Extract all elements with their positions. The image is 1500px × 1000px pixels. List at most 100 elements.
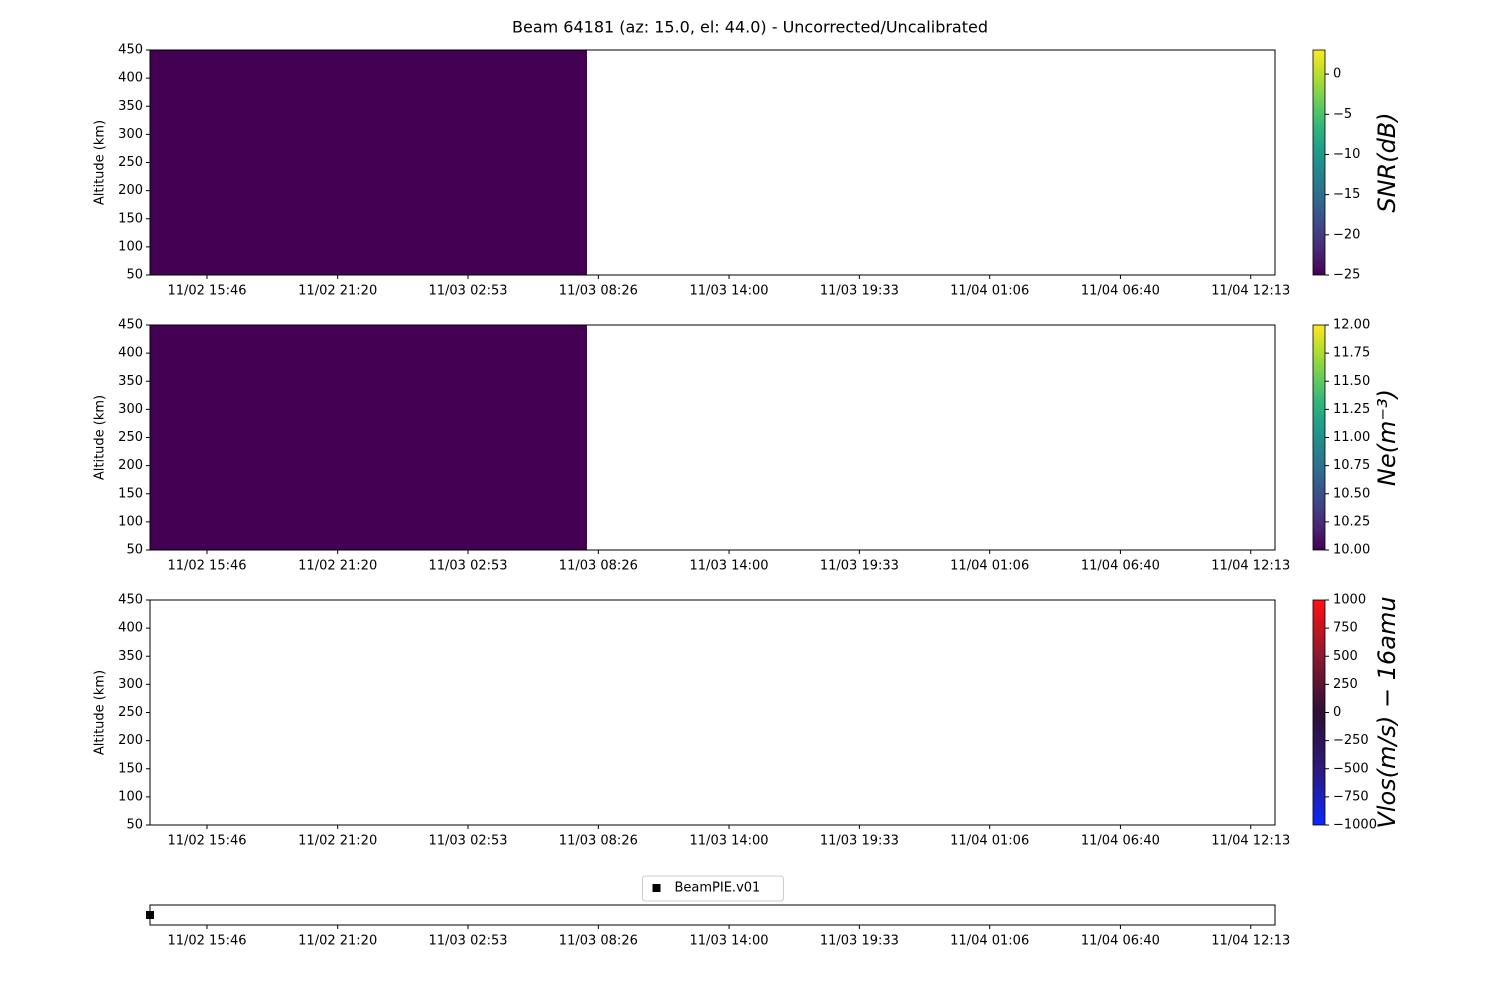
- x-tick-label: 11/03 14:00: [690, 834, 769, 849]
- y-tick-label: 350: [118, 374, 143, 389]
- y-tick-label: 150: [118, 211, 143, 226]
- x-tick-label: 11/04 01:06: [950, 284, 1029, 299]
- y-tick-label: 400: [118, 71, 143, 86]
- axes-frame: [149, 324, 1276, 551]
- heatmap-cell: [150, 325, 587, 550]
- x-tick-label: 11/03 08:26: [559, 834, 638, 849]
- x-tick-label: 11/03 08:26: [559, 559, 638, 574]
- colorbar-tick-label: −750: [1333, 789, 1369, 804]
- colorbar-tick-label: 11.00: [1333, 430, 1370, 445]
- y-tick-label: 450: [118, 318, 143, 333]
- y-tick-label: 100: [118, 789, 143, 804]
- y-axis-label: Altitude (km): [93, 670, 108, 755]
- y-tick-label: 300: [118, 677, 143, 692]
- colorbar-tick-label: 750: [1333, 621, 1358, 636]
- colorbar-tick-label: 12.00: [1333, 318, 1370, 333]
- y-axis-label: Altitude (km): [93, 120, 108, 205]
- axes-frame: [149, 599, 1276, 826]
- x-tick-label: 11/04 06:40: [1081, 284, 1160, 299]
- colorbar-tick-label: 10.25: [1333, 514, 1370, 529]
- colorbar-tick-label: 10.50: [1333, 486, 1370, 501]
- figure-title: Beam 64181 (az: 15.0, el: 44.0) - Uncorr…: [512, 18, 988, 37]
- colorbar: [1312, 599, 1326, 826]
- x-tick-label: 11/02 15:46: [167, 284, 246, 299]
- x-tick-label: 11/02 21:20: [298, 284, 377, 299]
- x-tick-label: 11/03 08:26: [559, 284, 638, 299]
- x-tick-label: 11/04 01:06: [950, 834, 1029, 849]
- y-tick-label: 250: [118, 705, 143, 720]
- y-tick-label: 100: [118, 239, 143, 254]
- y-tick-label: 400: [118, 621, 143, 636]
- x-tick-label: 11/02 21:20: [298, 834, 377, 849]
- colorbar-tick-label: 11.25: [1333, 402, 1370, 417]
- legend-label: BeamPIE.v01: [675, 881, 761, 896]
- colorbar: [1312, 324, 1326, 551]
- colorbar-tick-label: −5: [1333, 107, 1352, 122]
- colorbar-tick-label: 1000: [1333, 593, 1366, 608]
- x-tick-label: 11/04 06:40: [1081, 559, 1160, 574]
- colorbar-tick-label: 11.50: [1333, 374, 1370, 389]
- x-tick-label: 11/03 19:33: [820, 559, 899, 574]
- x-tick-label: 11/02 15:46: [167, 934, 246, 949]
- colorbar-tick-label: 0: [1333, 705, 1341, 720]
- legend-box: [642, 875, 784, 902]
- x-tick-label: 11/03 14:00: [690, 559, 769, 574]
- x-tick-label: 11/04 01:06: [950, 559, 1029, 574]
- x-tick-label: 11/02 21:20: [298, 934, 377, 949]
- x-tick-label: 11/03 19:33: [820, 284, 899, 299]
- colorbar-tick-label: 250: [1333, 677, 1358, 692]
- colorbar-tick-label: −25: [1333, 268, 1360, 283]
- colorbar-tick-label: 10.75: [1333, 458, 1370, 473]
- y-tick-label: 50: [126, 818, 143, 833]
- colorbar-tick-label: −20: [1333, 227, 1360, 242]
- colorbar-tick-label: 500: [1333, 649, 1358, 664]
- y-tick-label: 50: [126, 268, 143, 283]
- colorbar-tick-label: −500: [1333, 761, 1369, 776]
- x-tick-label: 11/03 02:53: [428, 559, 507, 574]
- y-tick-label: 350: [118, 649, 143, 664]
- x-tick-label: 11/04 12:13: [1211, 559, 1290, 574]
- y-tick-label: 300: [118, 127, 143, 142]
- y-tick-label: 100: [118, 514, 143, 529]
- x-tick-label: 11/03 08:26: [559, 934, 638, 949]
- y-tick-label: 400: [118, 346, 143, 361]
- y-tick-label: 250: [118, 155, 143, 170]
- y-tick-label: 150: [118, 761, 143, 776]
- y-tick-label: 50: [126, 543, 143, 558]
- colorbar-tick-label: 11.75: [1333, 346, 1370, 361]
- x-tick-label: 11/04 12:13: [1211, 934, 1290, 949]
- x-tick-label: 11/03 02:53: [428, 284, 507, 299]
- colorbar-tick-label: −250: [1333, 733, 1369, 748]
- x-tick-label: 11/04 12:13: [1211, 834, 1290, 849]
- colorbar: [1312, 49, 1326, 276]
- x-tick-label: 11/02 15:46: [167, 834, 246, 849]
- x-tick-label: 11/03 14:00: [690, 284, 769, 299]
- y-tick-label: 350: [118, 99, 143, 114]
- x-tick-label: 11/04 12:13: [1211, 284, 1290, 299]
- y-tick-label: 250: [118, 430, 143, 445]
- x-tick-label: 11/04 01:06: [950, 934, 1029, 949]
- x-tick-label: 11/03 19:33: [820, 934, 899, 949]
- x-tick-label: 11/04 06:40: [1081, 934, 1160, 949]
- y-axis-label: Altitude (km): [93, 395, 108, 480]
- x-tick-label: 11/02 15:46: [167, 559, 246, 574]
- x-tick-label: 11/03 02:53: [428, 834, 507, 849]
- colorbar-label: SNR(dB): [1373, 112, 1401, 212]
- y-tick-label: 450: [118, 593, 143, 608]
- heatmap-cell: [150, 50, 587, 275]
- x-tick-label: 11/02 21:20: [298, 559, 377, 574]
- colorbar-tick-label: 10.00: [1333, 543, 1370, 558]
- colorbar-label: Vlos(m/s) − 16amu: [1373, 596, 1401, 828]
- x-tick-label: 11/03 14:00: [690, 934, 769, 949]
- axes-frame: [149, 904, 1276, 926]
- colorbar-tick-label: −1000: [1333, 818, 1377, 833]
- colorbar-tick-label: −15: [1333, 187, 1360, 202]
- y-tick-label: 200: [118, 183, 143, 198]
- colorbar-tick-label: −10: [1333, 147, 1360, 162]
- axes-frame: [149, 49, 1276, 276]
- legend-marker: [652, 884, 661, 892]
- x-tick-label: 11/04 06:40: [1081, 834, 1160, 849]
- x-tick-label: 11/03 02:53: [428, 934, 507, 949]
